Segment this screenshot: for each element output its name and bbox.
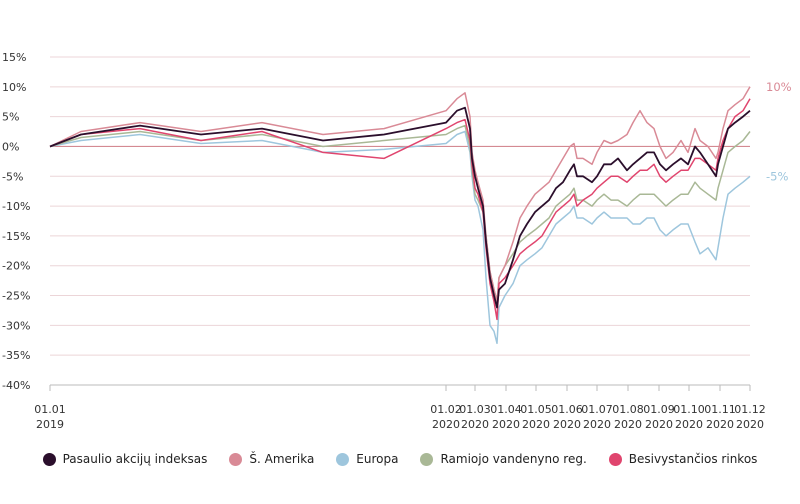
legend-swatch	[336, 452, 350, 466]
x-tick-label: 01.12	[734, 403, 766, 416]
legend-item: Besivystančios rinkos	[608, 452, 758, 466]
x-tick-year: 2020	[736, 418, 764, 431]
series-line-ramiojo-vandenyno-reg	[49, 124, 751, 303]
legend-swatch	[420, 452, 434, 466]
y-tick-label: -15%	[2, 230, 30, 243]
end-labels: 10% -5%	[766, 80, 792, 183]
y-tick-label: -35%	[2, 349, 30, 362]
legend-item: Europa	[336, 452, 398, 466]
x-tick-label: 01.02	[430, 403, 462, 416]
y-tick-label: 5%	[2, 111, 19, 124]
legend-label: Š. Amerika	[249, 452, 315, 466]
legend-swatch	[42, 452, 56, 466]
x-tick-label: 01.05	[520, 403, 552, 416]
x-tick-label: 01.03	[459, 403, 491, 416]
y-tick-label: -20%	[2, 260, 30, 273]
x-tick-label: 01.06	[551, 403, 583, 416]
legend-label: Pasaulio akcijų indeksas	[62, 452, 208, 466]
x-tick-label: 01.11	[704, 403, 736, 416]
x-tick-year: 2020	[614, 418, 642, 431]
y-tick-label: 10%	[2, 81, 26, 94]
x-tick-year: 2019	[36, 418, 64, 431]
legend-item: Ramiojo vandenyno reg.	[420, 452, 587, 466]
x-tick-year: 2020	[432, 418, 460, 431]
x-tick-label: 01.08	[612, 403, 644, 416]
x-tick-label: 01.04	[490, 403, 522, 416]
x-tick-year: 2020	[492, 418, 520, 431]
legend-label: Besivystančios rinkos	[628, 452, 758, 466]
y-tick-label: -5%	[2, 170, 23, 183]
x-tick-year: 2020	[461, 418, 489, 431]
y-tick-label: 0%	[2, 140, 19, 153]
y-axis: 15% 10% 5% 0% -5% -10% -15% -20% -25% -30% -35% -40…	[2, 51, 30, 392]
y-tick-label: -10%	[2, 200, 30, 213]
series-line-s-amerika	[49, 86, 751, 303]
x-tick-year: 2020	[645, 418, 673, 431]
x-tick-year: 2020	[706, 418, 734, 431]
legend-label: Europa	[356, 452, 399, 466]
end-label: 10%	[766, 80, 792, 94]
x-tick-year: 2020	[553, 418, 581, 431]
x-tick-year: 2020	[675, 418, 703, 431]
y-tick-label: -25%	[2, 290, 30, 303]
x-tick-label: 01.01	[34, 403, 66, 416]
series-lines	[49, 86, 751, 345]
x-tick-label: 01.09	[643, 403, 675, 416]
legend-swatch	[229, 452, 243, 466]
legend-swatch	[608, 452, 622, 466]
legend: Pasaulio akcijų indeksas Š. Amerika Europa…	[0, 452, 800, 466]
y-tick-label: 15%	[2, 51, 26, 64]
x-tick-year: 2020	[522, 418, 550, 431]
x-axis: 01.01201901.02202001.03202001.04202001.0…	[34, 385, 766, 431]
end-label: -5%	[766, 169, 788, 183]
legend-label: Ramiojo vandenyno reg.	[440, 452, 587, 466]
legend-item: Š. Amerika	[229, 452, 314, 466]
y-tick-label: -30%	[2, 319, 30, 332]
series-line-besivystanc-ios-rinkos	[49, 98, 751, 321]
legend-item: Pasaulio akcijų indeksas	[42, 452, 208, 466]
x-tick-label: 01.10	[673, 403, 705, 416]
grid	[50, 56, 750, 386]
x-tick-label: 01.07	[581, 403, 613, 416]
x-tick-year: 2020	[583, 418, 611, 431]
series-line-europa	[49, 130, 751, 345]
y-tick-label: -40%	[2, 379, 30, 392]
series-line-pasaulio-akciju-indeksas	[49, 106, 751, 309]
